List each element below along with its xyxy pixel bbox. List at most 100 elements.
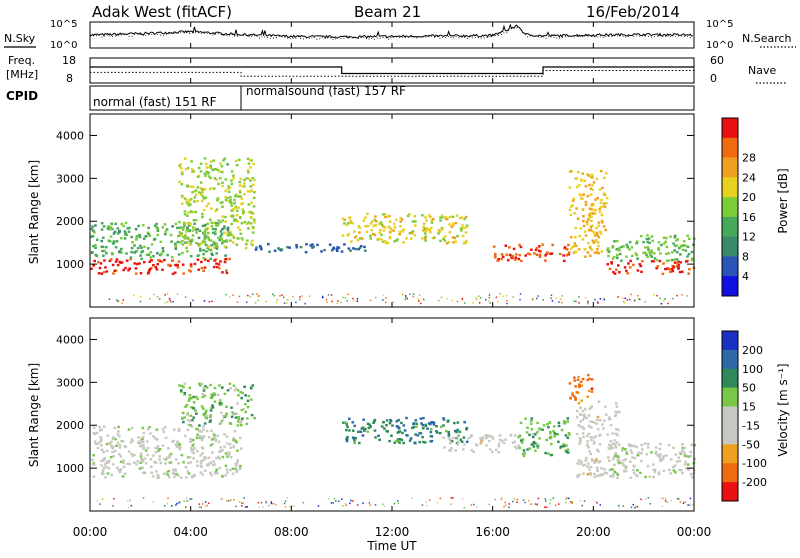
power-speckle xyxy=(578,296,580,298)
power-cell-4 xyxy=(440,227,444,230)
velocity-cell-2 xyxy=(455,430,458,434)
velocity-speckle xyxy=(99,503,101,505)
velocity-cell-2 xyxy=(400,421,403,425)
power-cell-0 xyxy=(148,260,151,263)
power-cell-4 xyxy=(408,213,411,216)
velocity-cell-1 xyxy=(196,397,199,401)
velocity-cell-1 xyxy=(239,391,242,394)
velocity-cell-0 xyxy=(199,461,203,464)
velocity-cell-5 xyxy=(574,397,577,400)
velocity-cell-2 xyxy=(436,431,439,434)
power-cell-0 xyxy=(212,265,216,269)
velocity-cell-4 xyxy=(534,432,537,436)
power-cell-4 xyxy=(341,217,345,220)
power-cell-1 xyxy=(152,238,156,241)
velocity-cell-2 xyxy=(358,441,361,445)
power-cell-1 xyxy=(191,226,195,229)
power-cell-2 xyxy=(250,189,253,192)
power-cell-1 xyxy=(165,228,169,231)
power-cell-2 xyxy=(208,165,211,169)
power-cell-2 xyxy=(251,226,255,229)
power-cell-0 xyxy=(97,260,100,264)
power-cell-4 xyxy=(374,224,378,227)
velocity-cell-7 xyxy=(689,473,693,476)
power-cell-0 xyxy=(147,271,151,274)
power-cell-6 xyxy=(597,244,600,248)
velocity-colorbar-tick: 15 xyxy=(742,401,756,414)
velocity-cell-0 xyxy=(209,444,213,447)
velocity-cell-6 xyxy=(595,422,598,425)
power-cell-0 xyxy=(177,260,181,263)
velocity-cell-6 xyxy=(578,473,581,477)
power-speckle xyxy=(575,300,577,303)
power-cell-1 xyxy=(210,252,213,255)
power-cell-2 xyxy=(226,196,229,200)
power-cell-5 xyxy=(506,259,510,262)
power-cell-1 xyxy=(196,254,200,257)
velocity-cell-7 xyxy=(681,446,685,450)
power-cell-8 xyxy=(680,245,683,248)
velocity-cell-4 xyxy=(564,434,568,437)
power-cell-1 xyxy=(150,243,154,246)
velocity-speckle xyxy=(500,498,502,501)
power-cell-4 xyxy=(383,213,387,216)
velocity-cell-0 xyxy=(133,453,136,457)
power-cell-1 xyxy=(149,251,153,254)
power-colorbar-tick: 4 xyxy=(742,270,749,283)
velocity-cell-7 xyxy=(616,476,619,480)
power-cell-4 xyxy=(424,229,428,233)
nave-tick-bottom: 0 xyxy=(710,72,717,85)
power-cell-4 xyxy=(410,231,414,235)
power-cell-2 xyxy=(249,222,253,225)
power-cell-7 xyxy=(656,265,660,268)
velocity-speckle xyxy=(185,506,187,508)
power-speckle xyxy=(184,296,187,298)
velocity-cell-0 xyxy=(141,426,145,430)
velocity-speckle xyxy=(293,505,295,507)
velocity-cell-1 xyxy=(244,410,248,414)
power-cell-2 xyxy=(222,240,225,243)
power-cell-3 xyxy=(328,243,332,246)
power-cell-2 xyxy=(207,238,211,242)
velocity-cell-2 xyxy=(440,425,443,429)
velocity-cell-0 xyxy=(171,468,175,472)
power-cell-4 xyxy=(454,221,458,225)
velocity-cell-0 xyxy=(98,429,102,432)
velocity-cell-2 xyxy=(408,439,412,442)
velocity-cell-0 xyxy=(141,435,145,439)
power-cell-4 xyxy=(440,228,444,231)
velocity-cell-2 xyxy=(400,438,404,442)
velocity-cell-6 xyxy=(604,405,607,408)
power-cell-2 xyxy=(178,241,182,244)
velocity-cell-6 xyxy=(576,475,579,479)
velocity-cell-0 xyxy=(163,426,167,429)
power-cell-2 xyxy=(252,183,255,186)
power-cell-0 xyxy=(113,269,116,273)
power-cell-7 xyxy=(676,262,679,265)
power-cell-1 xyxy=(141,250,145,253)
velocity-cell-3 xyxy=(463,443,466,446)
velocity-cell-0 xyxy=(215,456,218,460)
power-cell-6 xyxy=(600,250,604,253)
power-cell-0 xyxy=(215,262,218,265)
power-cell-5 xyxy=(565,254,569,257)
velocity-cell-1 xyxy=(209,383,212,387)
power-cell-1 xyxy=(193,222,196,225)
velocity-cell-0 xyxy=(217,455,220,458)
velocity-cell-6 xyxy=(589,436,593,439)
velocity-cell-0 xyxy=(117,425,120,429)
velocity-cell-7 xyxy=(662,455,665,458)
power-cell-0 xyxy=(181,263,185,266)
power-cell-1 xyxy=(130,246,134,250)
velocity-cell-3 xyxy=(474,443,478,446)
velocity-cell-0 xyxy=(223,433,226,436)
velocity-ytick-label: 1000 xyxy=(56,462,84,475)
power-cell-6 xyxy=(599,201,603,205)
velocity-cell-0 xyxy=(212,436,216,440)
power-cell-5 xyxy=(526,252,530,255)
power-speckle xyxy=(512,296,514,298)
power-cell-1 xyxy=(96,238,99,241)
velocity-heatmap xyxy=(91,373,697,509)
power-cell-5 xyxy=(508,246,511,249)
